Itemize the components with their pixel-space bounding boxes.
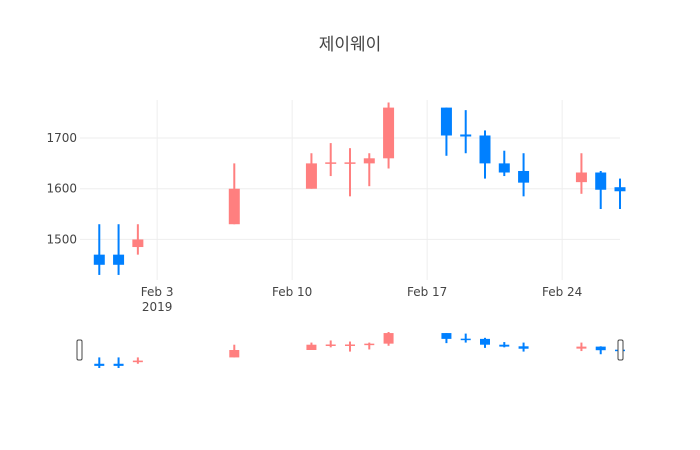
x-tick-label: Feb 3: [141, 285, 174, 299]
range-slider-right-handle[interactable]: [617, 339, 624, 361]
candle-body: [479, 135, 491, 164]
slider-candle-body: [441, 333, 452, 339]
candle-body: [228, 188, 240, 225]
slider-candle-body: [364, 343, 375, 346]
y-tick-label: 1600: [46, 182, 77, 196]
slider-candle-body: [229, 350, 240, 358]
grid: [80, 100, 620, 280]
y-tick-label: 1700: [46, 131, 77, 145]
x-tick-year-label: 2019: [142, 300, 173, 314]
slider-candle-body: [113, 363, 124, 366]
candle-body: [93, 254, 105, 265]
slider-candle-body: [576, 346, 587, 349]
candles: [93, 102, 626, 275]
candle-body: [113, 254, 125, 265]
slider-candle-body: [518, 346, 529, 349]
y-axis: 1500 1600 1700: [46, 131, 77, 246]
candle-body: [595, 172, 607, 190]
candle-body: [575, 172, 587, 183]
slider-candle-body: [325, 344, 336, 346]
slider-candle-body: [480, 338, 490, 345]
x-tick-label: Feb 17: [407, 285, 447, 299]
candle-body: [344, 162, 356, 164]
candle-body: [460, 134, 472, 137]
candle-body: [305, 163, 317, 189]
y-tick-label: 1500: [46, 232, 77, 246]
slider-candle-body: [383, 333, 394, 344]
candle-body: [518, 170, 530, 183]
range-slider-left-handle[interactable]: [76, 339, 83, 361]
candle-body: [440, 107, 452, 136]
range-slider[interactable]: [76, 332, 625, 368]
chart-title: 제이웨이: [319, 35, 382, 55]
slider-candle-body: [345, 344, 355, 346]
candle-body: [325, 162, 337, 164]
candle-body: [363, 158, 375, 164]
candle-body: [132, 239, 144, 248]
slider-candle-body: [595, 346, 606, 351]
candle-body: [498, 163, 510, 173]
candle-body: [614, 187, 626, 192]
slider-candle-body: [94, 363, 105, 366]
x-tick-label: Feb 10: [272, 285, 312, 299]
slider-candle-body: [132, 360, 143, 363]
slider-candle-body: [499, 344, 510, 347]
candle-body: [383, 107, 395, 159]
slider-candle-body: [306, 344, 317, 350]
x-tick-label: Feb 24: [542, 285, 582, 299]
slider-candle-body: [460, 338, 471, 341]
